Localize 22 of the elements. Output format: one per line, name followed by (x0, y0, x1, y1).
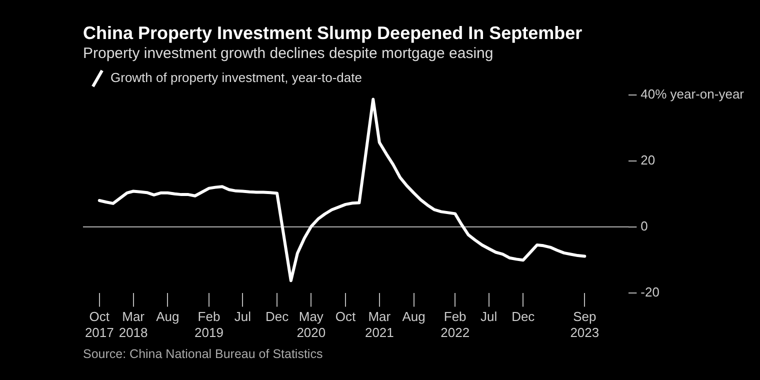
x-tick-label: Mar 2021 (364, 309, 394, 340)
x-tick-label: Aug (402, 309, 426, 324)
x-tick-label: May 2020 (296, 309, 326, 340)
y-tick-label: 20 (640, 152, 656, 168)
chart-title: China Property Investment Slump Deepened In September (83, 23, 582, 44)
x-tick-label: Feb 2022 (440, 309, 470, 340)
x-tick-label: Jul (480, 309, 498, 324)
x-tick-label: Feb 2019 (194, 309, 224, 340)
x-tick-label: Sep 2023 (570, 309, 600, 340)
x-tick-label: Mar 2018 (118, 309, 148, 340)
x-tick-label: Aug (156, 309, 180, 324)
y-tick-label: 40% year-on-year (640, 86, 745, 102)
x-tick-label: Jul (234, 309, 252, 324)
y-tick-label: 0 (640, 218, 648, 234)
y-tick-label: -20 (640, 284, 660, 300)
chart-subtitle: Property investment growth declines despite mortgage easing (83, 45, 494, 62)
x-tick-label: Dec (265, 309, 290, 324)
x-tick-label: Dec (512, 309, 536, 324)
x-tick-label: Oct 2017 (84, 309, 114, 340)
source-note: Source: China National Bureau of Statistics (83, 347, 323, 361)
x-tick-label: Oct (335, 309, 356, 324)
legend-label: Growth of property investment, year-to-date (110, 70, 362, 86)
